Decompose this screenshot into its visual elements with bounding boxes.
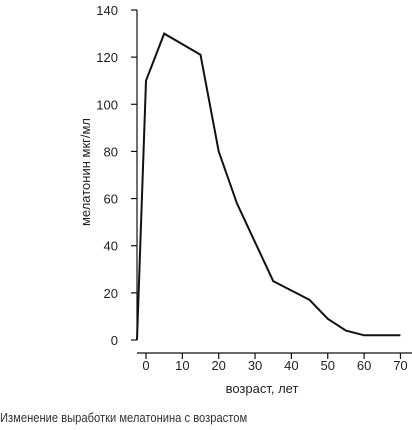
- x-tick-label: 70: [393, 358, 407, 373]
- y-tick-label: 100: [96, 97, 118, 112]
- y-axis-title: мелатонин мкг/мл: [78, 118, 93, 226]
- y-tick-label: 40: [104, 239, 118, 254]
- x-tick-label: 50: [321, 358, 335, 373]
- x-axis: 0 10 20 30 40 50 60 70: [137, 352, 412, 373]
- figure-caption: Изменение выработки мелатонина с возраст…: [0, 410, 248, 425]
- x-axis-title: возраст, лет: [226, 381, 299, 396]
- y-tick-label: 60: [104, 192, 118, 207]
- series-line: [136, 32, 401, 341]
- x-tick-label: 0: [142, 358, 149, 373]
- y-tick-label: 140: [96, 3, 118, 18]
- x-tick-label: 20: [211, 358, 225, 373]
- y-tick-label: 80: [104, 144, 118, 159]
- y-tick-label: 20: [104, 286, 118, 301]
- y-tick-label: 0: [111, 333, 118, 348]
- x-tick-label: 30: [248, 358, 262, 373]
- series-layer: [136, 32, 401, 341]
- x-tick-label: 60: [357, 358, 371, 373]
- y-axis: 0 20 40 60 80 100 120 140: [96, 3, 138, 348]
- y-tick-label: 120: [96, 50, 118, 65]
- x-tick-label: 40: [284, 358, 298, 373]
- x-tick-label: 10: [175, 358, 189, 373]
